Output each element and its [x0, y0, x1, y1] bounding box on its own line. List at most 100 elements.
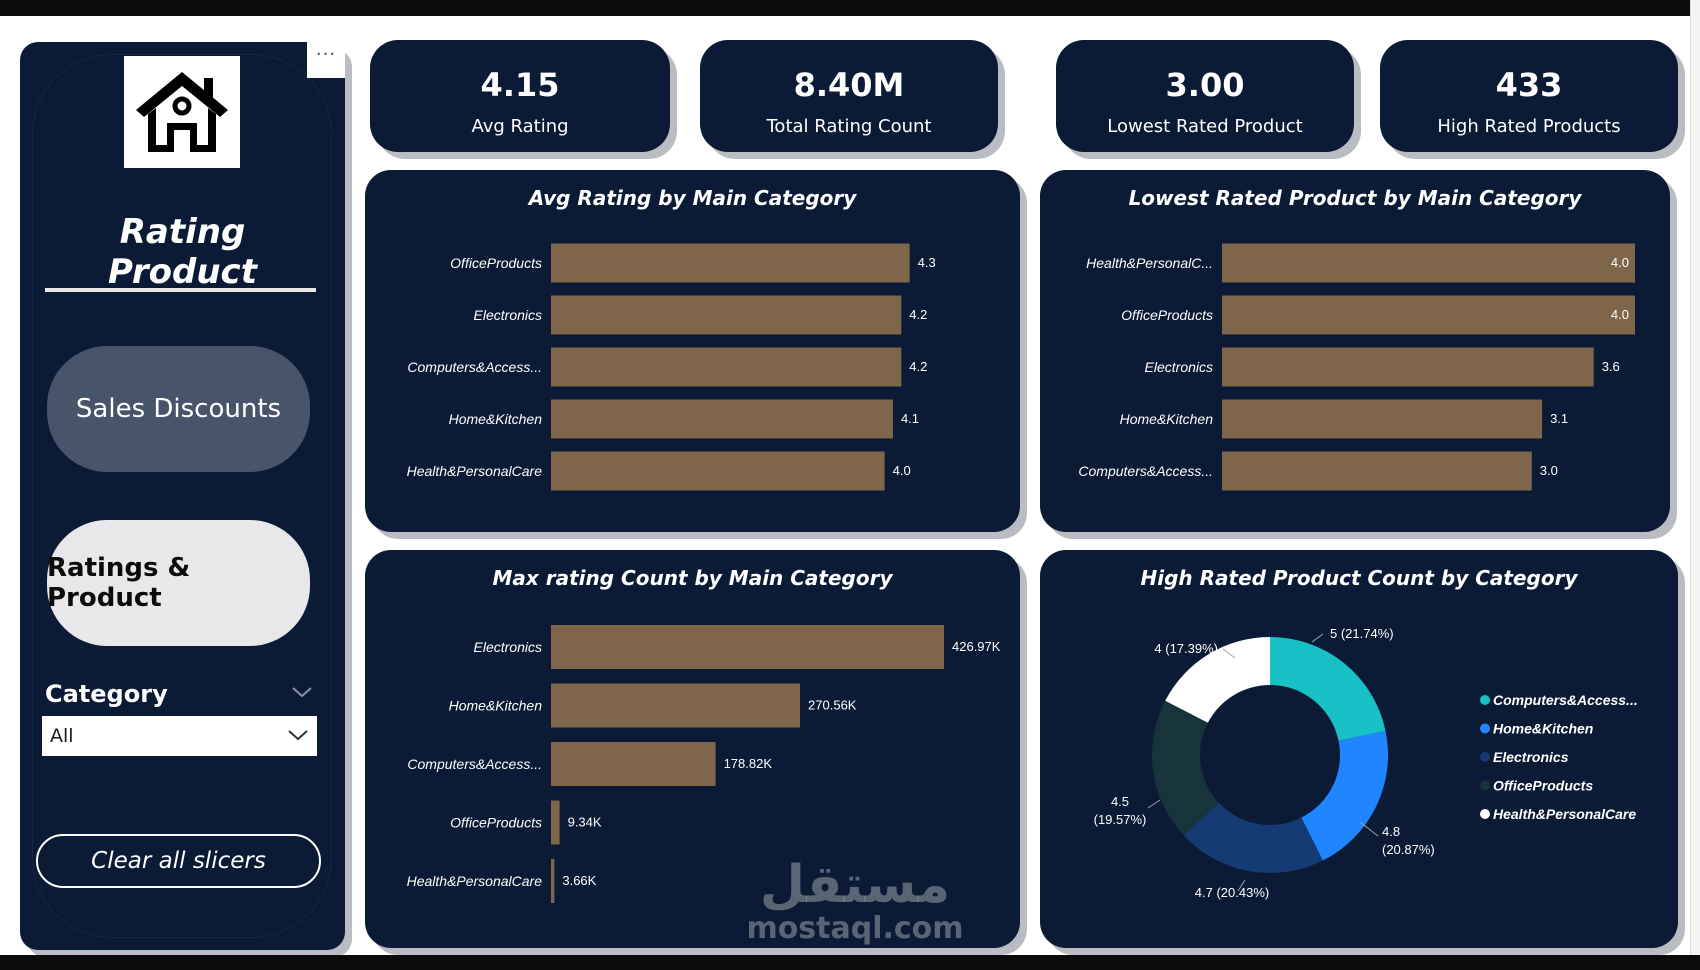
- data-label: 4.0: [893, 463, 911, 478]
- leader-line: [1147, 799, 1161, 809]
- data-label: 4.2: [909, 307, 927, 322]
- chart-title: Lowest Rated Product by Main Category: [1128, 186, 1582, 210]
- bar: [551, 625, 944, 669]
- title-divider: [45, 288, 316, 292]
- sidebar: [20, 42, 345, 950]
- home-icon: [136, 72, 228, 152]
- category-label: Electronics: [474, 639, 542, 655]
- data-label: 3.0: [1540, 463, 1558, 478]
- slice-label-pct: (20.87%): [1382, 842, 1435, 857]
- category-dropdown[interactable]: All: [42, 716, 317, 756]
- chart-max-rating-count[interactable]: Max rating Count by Main Category Electr…: [365, 550, 1020, 948]
- bar: [551, 243, 910, 283]
- kpi-label: Lowest Rated Product: [1107, 116, 1303, 137]
- more-options-button[interactable]: ···: [307, 42, 345, 78]
- category-label: OfficeProducts: [450, 815, 542, 831]
- category-label: Electronics: [474, 307, 542, 323]
- slice-label: 4.8: [1382, 824, 1400, 839]
- clear-all-slicers-button[interactable]: Clear all slicers: [36, 834, 321, 888]
- slice-label-pct: (19.57%): [1094, 812, 1147, 827]
- leader-line: [1311, 633, 1324, 643]
- category-label: Computers&Access...: [407, 359, 542, 375]
- data-label: 4.1: [901, 411, 919, 426]
- bar: [551, 683, 801, 728]
- category-label: Home&Kitchen: [1120, 411, 1214, 427]
- legend-entry: OfficeProducts: [1493, 778, 1593, 794]
- data-label: 4.3: [918, 255, 936, 270]
- bar: [551, 451, 885, 491]
- donut-slice: [1301, 730, 1388, 861]
- leader-line: [1222, 648, 1236, 659]
- slicer-collapse-chevron-icon[interactable]: [290, 682, 314, 702]
- data-label: 4.0: [1611, 307, 1629, 322]
- chart-title: Max rating Count by Main Category: [492, 566, 893, 590]
- chart-title: High Rated Product Count by Category: [1140, 566, 1578, 590]
- watermark-latin: mostaql.com: [746, 911, 963, 946]
- category-label: Home&Kitchen: [449, 698, 543, 714]
- kpi-label: Avg Rating: [471, 116, 569, 137]
- chart-title: Avg Rating by Main Category: [528, 186, 857, 210]
- page-title: Rating Product: [108, 212, 257, 292]
- leader-line: [1359, 821, 1379, 837]
- right-scroll-edge[interactable]: [1690, 0, 1700, 970]
- kpi-value: 433: [1495, 66, 1563, 104]
- legend-entry: Computers&Access...: [1493, 692, 1638, 708]
- nav-ratings-product-button[interactable]: Ratings & Product: [47, 520, 310, 646]
- bar: [551, 295, 902, 335]
- kpi-value: 8.40M: [793, 66, 905, 104]
- donut-slice: [1183, 802, 1323, 873]
- data-label: 3.6: [1602, 359, 1620, 374]
- data-label: 3.66K: [562, 873, 596, 888]
- bar: [551, 399, 893, 439]
- top-border: [0, 0, 1700, 16]
- home-logo[interactable]: [124, 56, 240, 168]
- chart-lowest-rated[interactable]: Lowest Rated Product by Main Category He…: [1040, 170, 1670, 532]
- category-dropdown-value: All: [50, 725, 74, 747]
- avg-rating-bar-chart: OfficeProducts 4.3 Electronics 4.2 Computers…: [407, 243, 936, 491]
- kpi-value: 4.15: [480, 66, 560, 104]
- data-label: 178.82K: [724, 756, 773, 771]
- leader-line: [1237, 879, 1246, 892]
- slice-label: 4.5: [1111, 794, 1129, 809]
- donut-slice: [1152, 700, 1219, 836]
- slice-label: 4 (17.39%): [1154, 641, 1218, 656]
- slice-label: 5 (21.74%): [1330, 626, 1394, 641]
- sidebar-inner-outline: [32, 54, 332, 938]
- high-rated-donut-chart: 5 (21.74%) 4.8 (20.87%) 4.7 (20.43%) 4.5 (19.…: [1094, 626, 1638, 900]
- category-label: Electronics: [1145, 359, 1213, 375]
- legend-marker: [1480, 752, 1490, 762]
- chart-high-rated-count[interactable]: High Rated Product Count by Category 5 (…: [1040, 550, 1678, 948]
- donut-slice: [1270, 637, 1386, 741]
- bottom-border: [0, 955, 1700, 970]
- kpi-high-rated-products[interactable]: 433 High Rated Products: [1380, 40, 1678, 152]
- bar: [1222, 399, 1543, 439]
- donut-slice: [1165, 637, 1270, 723]
- chart-avg-rating[interactable]: Avg Rating by Main Category OfficeProduc…: [365, 170, 1020, 532]
- nav-sales-discounts-button[interactable]: Sales Discounts: [47, 346, 310, 472]
- kpi-total-rating-count[interactable]: 8.40M Total Rating Count: [700, 40, 998, 152]
- category-label: Health&PersonalCare: [407, 463, 543, 479]
- bar: [1222, 347, 1594, 387]
- bar: [551, 800, 560, 845]
- chevron-down-icon: [288, 730, 308, 741]
- data-label: 9.34K: [568, 815, 602, 830]
- kpi-lowest-rated-product[interactable]: 3.00 Lowest Rated Product: [1056, 40, 1354, 152]
- kpi-label: Total Rating Count: [766, 116, 932, 137]
- watermark-arabic: مستقل: [760, 855, 950, 915]
- legend-marker: [1480, 723, 1490, 734]
- legend-entry: Home&Kitchen: [1493, 721, 1593, 737]
- bar: [1222, 451, 1532, 491]
- kpi-avg-rating[interactable]: 4.15 Avg Rating: [370, 40, 670, 152]
- bar: [551, 742, 716, 786]
- slice-label: 4.7 (20.43%): [1195, 885, 1269, 900]
- bar: [1222, 295, 1635, 335]
- data-label: 3.1: [1550, 411, 1568, 426]
- category-slicer-label: Category: [45, 680, 168, 708]
- legend-marker: [1480, 695, 1490, 705]
- bar: [551, 347, 902, 387]
- category-label: Home&Kitchen: [449, 411, 543, 427]
- kpi-label: High Rated Products: [1437, 116, 1621, 137]
- legend-marker: [1480, 809, 1490, 819]
- data-label: 426.97K: [952, 639, 1001, 654]
